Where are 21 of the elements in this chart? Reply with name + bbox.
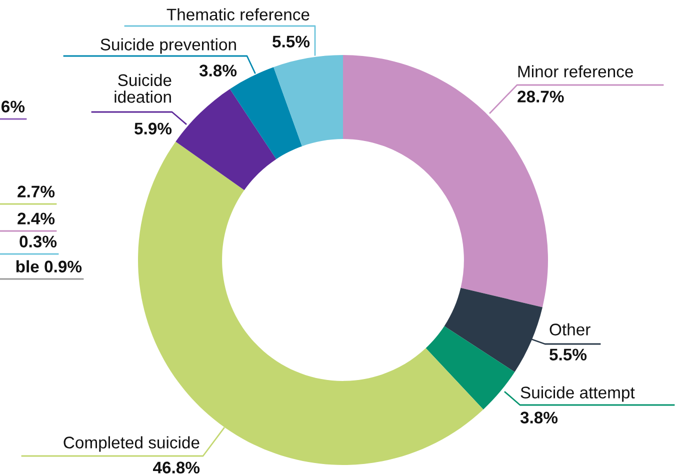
- slice-label: Suicide prevention: [100, 38, 236, 54]
- slice-label: Suicide attempt: [520, 386, 635, 402]
- slice-label: Suicide ideation: [114, 74, 172, 103]
- data-label: 3.8%: [199, 64, 237, 76]
- slice-label: Minor reference: [518, 65, 633, 78]
- donut-slice: [426, 326, 515, 410]
- data-label: 5.5%: [550, 348, 587, 360]
- slice-label: Other: [550, 323, 590, 336]
- data-label: 5.9%: [134, 122, 172, 134]
- data-label: 28.7%: [518, 90, 564, 102]
- donut-slice: [176, 89, 276, 190]
- text: ble 0.9%: [16, 260, 82, 272]
- slice-label: Thematic reference: [166, 8, 310, 20]
- slice-label: Completed suicide: [64, 436, 200, 452]
- data-label: 5.5%: [272, 36, 310, 48]
- text: 2.7%: [18, 186, 55, 198]
- text: 0.3%: [20, 236, 57, 248]
- data-label: 46.8%: [152, 462, 200, 474]
- text: 6%: [2, 100, 25, 112]
- text: 2.4%: [18, 212, 55, 224]
- data-label: 3.8%: [520, 412, 558, 424]
